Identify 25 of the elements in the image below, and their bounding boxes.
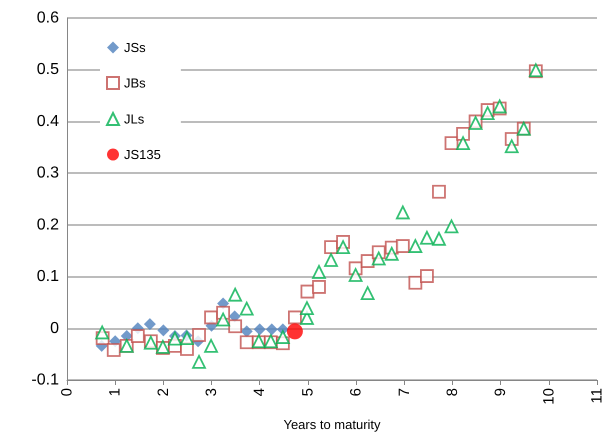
y-tick-label: 0.2 (36, 216, 60, 234)
legend-label: JLs (124, 112, 145, 126)
y-tick-label: 0.3 (36, 164, 60, 182)
x-tick-label: 5 (299, 388, 316, 396)
x-tick-label: 7 (396, 388, 413, 396)
legend-label: JBs (124, 76, 146, 90)
x-tick-label: 3 (203, 388, 220, 396)
legend-label: JS135 (124, 147, 161, 162)
y-tick-label: -0.1 (31, 372, 60, 388)
y-tick-label: 0.5 (36, 61, 60, 78)
x-tick-label: 9 (492, 388, 510, 396)
x-tick-label: 10 (540, 388, 558, 405)
x-tick-label: 1 (106, 388, 124, 396)
y-tick-label: 0.4 (36, 112, 60, 130)
x-tick-label: 2 (154, 388, 172, 396)
y-tick-label: 0 (50, 320, 60, 337)
legend-label: JSs (124, 40, 146, 55)
x-tick-label: 0 (58, 388, 76, 396)
x-tick-label: 11 (588, 388, 606, 404)
y-tick-label: 0.6 (36, 10, 60, 26)
x-tick-label: 6 (348, 388, 365, 396)
x-axis-title: Years to maturity (283, 417, 382, 432)
y-tick-label: 0.1 (36, 268, 60, 286)
x-tick-label: 4 (251, 388, 268, 396)
x-tick-label: 8 (444, 388, 461, 396)
